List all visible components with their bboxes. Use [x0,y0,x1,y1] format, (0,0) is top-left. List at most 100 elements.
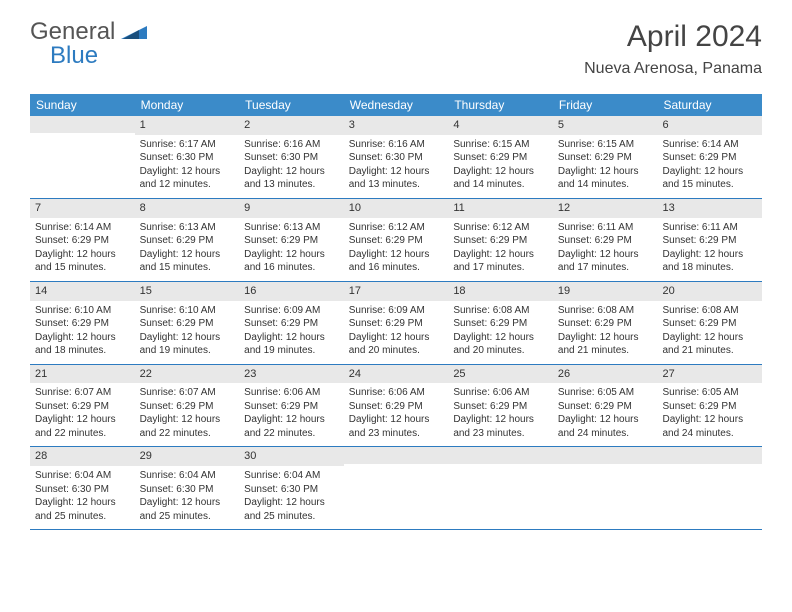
sunrise: Sunrise: 6:16 AM [349,138,444,152]
day-number: 18 [448,282,553,301]
sunset: Sunset: 6:30 PM [140,151,235,165]
day-cell: 26Sunrise: 6:05 AMSunset: 6:29 PMDayligh… [553,365,658,447]
day-body: Sunrise: 6:13 AMSunset: 6:29 PMDaylight:… [135,218,240,281]
logo-text-general: General [30,18,115,45]
logo-triangle-icon [121,20,147,44]
day-cell: 29Sunrise: 6:04 AMSunset: 6:30 PMDayligh… [135,447,240,529]
sunset: Sunset: 6:29 PM [662,234,757,248]
day-number: 5 [553,116,658,135]
daylight: Daylight: 12 hours and 13 minutes. [349,165,444,192]
week-row: 28Sunrise: 6:04 AMSunset: 6:30 PMDayligh… [30,447,762,530]
daylight: Daylight: 12 hours and 22 minutes. [140,413,235,440]
daylight: Daylight: 12 hours and 18 minutes. [662,248,757,275]
day-of-week-header: Sunday Monday Tuesday Wednesday Thursday… [30,94,762,116]
day-number [30,116,135,133]
daylight: Daylight: 12 hours and 20 minutes. [349,331,444,358]
sunrise: Sunrise: 6:14 AM [662,138,757,152]
daylight: Daylight: 12 hours and 19 minutes. [140,331,235,358]
day-number: 17 [344,282,449,301]
day-body: Sunrise: 6:12 AMSunset: 6:29 PMDaylight:… [344,218,449,281]
day-number: 1 [135,116,240,135]
day-number [344,447,449,464]
daylight: Daylight: 12 hours and 12 minutes. [140,165,235,192]
sunset: Sunset: 6:30 PM [349,151,444,165]
day-body: Sunrise: 6:09 AMSunset: 6:29 PMDaylight:… [344,301,449,364]
daylight: Daylight: 12 hours and 24 minutes. [558,413,653,440]
day-cell: 13Sunrise: 6:11 AMSunset: 6:29 PMDayligh… [657,199,762,281]
sunrise: Sunrise: 6:15 AM [558,138,653,152]
sunrise: Sunrise: 6:04 AM [244,469,339,483]
day-number [448,447,553,464]
daylight: Daylight: 12 hours and 17 minutes. [558,248,653,275]
day-body: Sunrise: 6:08 AMSunset: 6:29 PMDaylight:… [553,301,658,364]
daylight: Daylight: 12 hours and 18 minutes. [35,331,130,358]
daylight: Daylight: 12 hours and 25 minutes. [35,496,130,523]
day-number: 9 [239,199,344,218]
dow-saturday: Saturday [657,94,762,116]
day-cell: 5Sunrise: 6:15 AMSunset: 6:29 PMDaylight… [553,116,658,198]
dow-thursday: Thursday [448,94,553,116]
day-body: Sunrise: 6:15 AMSunset: 6:29 PMDaylight:… [448,135,553,198]
sunrise: Sunrise: 6:10 AM [35,304,130,318]
day-number: 23 [239,365,344,384]
day-body: Sunrise: 6:09 AMSunset: 6:29 PMDaylight:… [239,301,344,364]
sunset: Sunset: 6:29 PM [453,151,548,165]
sunset: Sunset: 6:30 PM [35,483,130,497]
sunrise: Sunrise: 6:09 AM [349,304,444,318]
day-cell: 2Sunrise: 6:16 AMSunset: 6:30 PMDaylight… [239,116,344,198]
dow-monday: Monday [135,94,240,116]
day-number: 25 [448,365,553,384]
day-number: 21 [30,365,135,384]
dow-tuesday: Tuesday [239,94,344,116]
day-body: Sunrise: 6:07 AMSunset: 6:29 PMDaylight:… [30,383,135,446]
day-body: Sunrise: 6:17 AMSunset: 6:30 PMDaylight:… [135,135,240,198]
day-number: 20 [657,282,762,301]
day-body: Sunrise: 6:10 AMSunset: 6:29 PMDaylight:… [135,301,240,364]
sunrise: Sunrise: 6:04 AM [35,469,130,483]
day-cell: 14Sunrise: 6:10 AMSunset: 6:29 PMDayligh… [30,282,135,364]
day-cell [448,447,553,529]
day-body: Sunrise: 6:06 AMSunset: 6:29 PMDaylight:… [239,383,344,446]
day-number: 12 [553,199,658,218]
sunrise: Sunrise: 6:12 AM [453,221,548,235]
day-cell: 27Sunrise: 6:05 AMSunset: 6:29 PMDayligh… [657,365,762,447]
sunrise: Sunrise: 6:11 AM [558,221,653,235]
sunrise: Sunrise: 6:14 AM [35,221,130,235]
sunset: Sunset: 6:29 PM [244,400,339,414]
day-body: Sunrise: 6:06 AMSunset: 6:29 PMDaylight:… [448,383,553,446]
sunrise: Sunrise: 6:13 AM [244,221,339,235]
week-row: 14Sunrise: 6:10 AMSunset: 6:29 PMDayligh… [30,282,762,365]
logo-text-blue: Blue [50,42,98,69]
day-cell: 10Sunrise: 6:12 AMSunset: 6:29 PMDayligh… [344,199,449,281]
day-cell: 20Sunrise: 6:08 AMSunset: 6:29 PMDayligh… [657,282,762,364]
calendar: Sunday Monday Tuesday Wednesday Thursday… [30,94,762,530]
day-body: Sunrise: 6:10 AMSunset: 6:29 PMDaylight:… [30,301,135,364]
day-body: Sunrise: 6:14 AMSunset: 6:29 PMDaylight:… [30,218,135,281]
sunset: Sunset: 6:29 PM [662,151,757,165]
daylight: Daylight: 12 hours and 21 minutes. [662,331,757,358]
sunrise: Sunrise: 6:10 AM [140,304,235,318]
daylight: Daylight: 12 hours and 17 minutes. [453,248,548,275]
sunrise: Sunrise: 6:13 AM [140,221,235,235]
daylight: Daylight: 12 hours and 23 minutes. [349,413,444,440]
daylight: Daylight: 12 hours and 16 minutes. [244,248,339,275]
day-cell [553,447,658,529]
dow-wednesday: Wednesday [344,94,449,116]
sunset: Sunset: 6:29 PM [35,234,130,248]
day-cell: 1Sunrise: 6:17 AMSunset: 6:30 PMDaylight… [135,116,240,198]
daylight: Daylight: 12 hours and 15 minutes. [35,248,130,275]
day-number: 10 [344,199,449,218]
day-number: 27 [657,365,762,384]
daylight: Daylight: 12 hours and 20 minutes. [453,331,548,358]
sunrise: Sunrise: 6:08 AM [662,304,757,318]
sunset: Sunset: 6:29 PM [140,400,235,414]
sunset: Sunset: 6:29 PM [349,400,444,414]
sunrise: Sunrise: 6:06 AM [244,386,339,400]
day-number: 26 [553,365,658,384]
sunset: Sunset: 6:30 PM [244,483,339,497]
day-number: 7 [30,199,135,218]
day-number: 16 [239,282,344,301]
day-cell: 19Sunrise: 6:08 AMSunset: 6:29 PMDayligh… [553,282,658,364]
day-cell: 9Sunrise: 6:13 AMSunset: 6:29 PMDaylight… [239,199,344,281]
sunrise: Sunrise: 6:05 AM [558,386,653,400]
